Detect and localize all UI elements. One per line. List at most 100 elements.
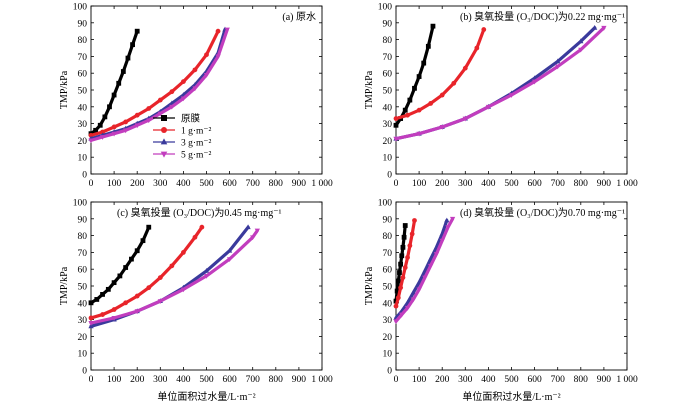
- series-triangle-down: [393, 216, 456, 325]
- y-tick-label: 90: [383, 215, 393, 225]
- data-point: [181, 250, 186, 255]
- series-square: [393, 223, 408, 304]
- x-tick-label: 200: [130, 179, 145, 189]
- data-point: [592, 24, 598, 30]
- data-point: [410, 289, 416, 295]
- y-tick-label: 40: [383, 103, 393, 113]
- y-tick-label: 100: [73, 199, 88, 209]
- data-point: [402, 223, 408, 228]
- data-point: [146, 285, 152, 291]
- x-tick-label: 800: [574, 179, 589, 189]
- data-point: [192, 234, 198, 240]
- data-point: [117, 273, 123, 279]
- data-point: [445, 225, 451, 231]
- data-point: [215, 28, 221, 34]
- data-point: [125, 55, 131, 61]
- series-circle: [393, 27, 487, 121]
- data-point: [405, 255, 410, 260]
- data-point: [481, 27, 487, 32]
- chart-panel-b: 0 100 200 300 400 500 600 700 800 900 1 000 0 10 20 30…: [364, 3, 638, 190]
- data-point: [116, 80, 122, 86]
- data-point: [157, 111, 163, 117]
- plot-frame: [395, 201, 628, 371]
- y-tick-label: 30: [78, 316, 88, 326]
- y-tick-label: 80: [78, 36, 88, 46]
- y-tick-label: 60: [78, 266, 88, 276]
- panel-title: (a) 原水: [282, 11, 316, 23]
- data-point: [407, 243, 413, 249]
- legend-label: 原膜: [181, 114, 201, 125]
- data-point: [224, 27, 230, 33]
- x-tick-label: 900: [292, 375, 307, 385]
- x-tick-label: 500: [504, 179, 519, 189]
- data-point: [409, 231, 415, 237]
- y-tick-label: 40: [78, 299, 88, 309]
- x-tick-label: 0: [89, 375, 94, 385]
- series-square: [88, 224, 152, 306]
- data-point: [407, 97, 413, 103]
- data-point: [123, 300, 129, 306]
- y-tick-label: 50: [383, 283, 393, 293]
- data-point: [425, 43, 431, 49]
- data-point: [180, 287, 187, 293]
- y-tick-label: 70: [78, 249, 88, 259]
- series-circle: [88, 224, 205, 321]
- x-tick-label: 1 000: [616, 179, 638, 189]
- y-axis-label: TMP/kPa: [364, 266, 375, 305]
- legend-label: 5 g·m⁻²: [181, 151, 211, 161]
- data-point: [474, 45, 480, 51]
- data-point: [531, 79, 538, 85]
- data-point: [134, 309, 140, 315]
- y-tick-label: 30: [383, 316, 393, 326]
- y-tick-label: 90: [383, 19, 393, 29]
- y-tick-label: 40: [78, 103, 88, 113]
- y-tick-label: 0: [387, 367, 392, 377]
- data-point: [111, 124, 117, 130]
- data-point: [416, 74, 422, 79]
- data-point: [398, 261, 404, 267]
- data-point: [204, 52, 209, 58]
- data-point: [412, 218, 417, 223]
- data-point: [401, 234, 407, 240]
- data-point: [192, 86, 198, 92]
- data-point: [157, 299, 163, 304]
- y-tick-label: 100: [73, 3, 88, 13]
- data-point: [433, 252, 440, 257]
- data-point: [226, 257, 233, 262]
- data-point: [123, 265, 129, 270]
- data-point: [393, 122, 399, 128]
- x-tick-label: 600: [222, 375, 237, 385]
- data-point: [88, 132, 94, 138]
- x-tick-label: 400: [481, 375, 496, 385]
- x-tick-label: 900: [597, 179, 612, 189]
- data-point: [404, 305, 411, 311]
- data-point: [400, 275, 406, 280]
- x-tick-label: 500: [199, 375, 214, 385]
- data-point: [134, 293, 140, 299]
- data-point: [146, 118, 152, 124]
- x-tick-label: 500: [504, 375, 519, 385]
- data-point: [100, 129, 105, 135]
- data-point: [226, 247, 233, 253]
- x-tick-label: 1 000: [311, 179, 333, 189]
- y-tick-label: 0: [82, 367, 87, 377]
- x-axis-label: 单位面积过水量/L·m⁻²: [157, 390, 255, 403]
- legend-marker: [160, 151, 168, 158]
- data-point: [555, 64, 561, 70]
- legend-marker: [161, 115, 167, 121]
- chart-panel-a: 0 100 200 300 400 500 600 700 800 900 1 000 0 10 20 30…: [59, 3, 333, 190]
- data-point: [123, 128, 129, 134]
- data-point: [601, 25, 607, 31]
- x-tick-label: 100: [107, 375, 122, 385]
- y-tick-label: 10: [383, 154, 393, 164]
- x-axis-label: 单位面积过水量/L·m⁻²: [462, 390, 560, 403]
- x-tick-label: 200: [435, 375, 450, 385]
- y-tick-label: 60: [383, 70, 393, 80]
- y-tick-label: 40: [383, 299, 393, 309]
- legend-label: 3 g·m⁻²: [181, 139, 211, 149]
- x-tick-label: 400: [481, 179, 496, 189]
- x-tick-label: 700: [246, 179, 261, 189]
- data-point: [410, 297, 416, 303]
- data-point: [111, 280, 117, 286]
